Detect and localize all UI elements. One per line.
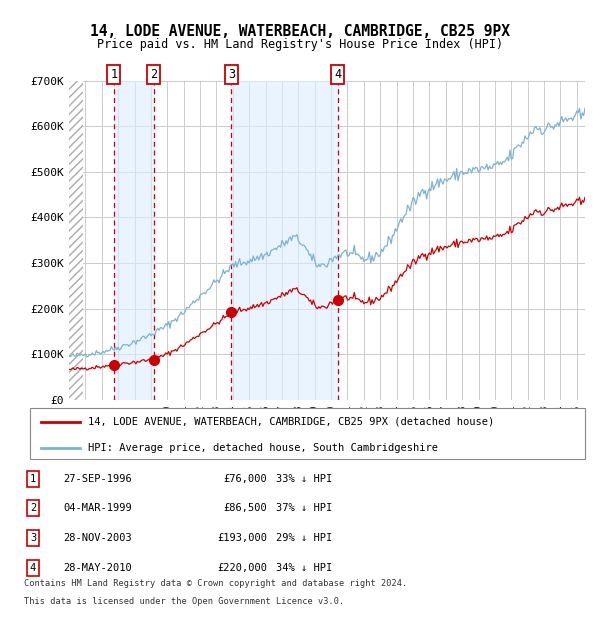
Text: 1: 1 bbox=[110, 68, 118, 81]
Text: 33% ↓ HPI: 33% ↓ HPI bbox=[276, 474, 332, 484]
Text: Contains HM Land Registry data © Crown copyright and database right 2024.: Contains HM Land Registry data © Crown c… bbox=[24, 578, 407, 588]
Text: 28-MAY-2010: 28-MAY-2010 bbox=[63, 563, 132, 573]
Bar bbox=[114, 81, 154, 400]
Text: £76,000: £76,000 bbox=[223, 474, 267, 484]
Text: 27-SEP-1996: 27-SEP-1996 bbox=[63, 474, 132, 484]
Text: 34% ↓ HPI: 34% ↓ HPI bbox=[276, 563, 332, 573]
Bar bbox=[232, 81, 338, 400]
Text: This data is licensed under the Open Government Licence v3.0.: This data is licensed under the Open Gov… bbox=[24, 597, 344, 606]
Text: 4: 4 bbox=[334, 68, 341, 81]
Text: £220,000: £220,000 bbox=[217, 563, 267, 573]
Text: 2: 2 bbox=[30, 503, 36, 513]
Bar bbox=[69, 81, 83, 400]
Text: £86,500: £86,500 bbox=[223, 503, 267, 513]
Text: 3: 3 bbox=[228, 68, 235, 81]
Text: 4: 4 bbox=[30, 563, 36, 573]
Text: 37% ↓ HPI: 37% ↓ HPI bbox=[276, 503, 332, 513]
Text: 1: 1 bbox=[30, 474, 36, 484]
Text: 29% ↓ HPI: 29% ↓ HPI bbox=[276, 533, 332, 543]
Text: Price paid vs. HM Land Registry's House Price Index (HPI): Price paid vs. HM Land Registry's House … bbox=[97, 38, 503, 51]
Text: 2: 2 bbox=[150, 68, 157, 81]
Text: 14, LODE AVENUE, WATERBEACH, CAMBRIDGE, CB25 9PX (detached house): 14, LODE AVENUE, WATERBEACH, CAMBRIDGE, … bbox=[88, 417, 494, 427]
Text: £193,000: £193,000 bbox=[217, 533, 267, 543]
Text: 04-MAR-1999: 04-MAR-1999 bbox=[63, 503, 132, 513]
Text: 3: 3 bbox=[30, 533, 36, 543]
Text: 14, LODE AVENUE, WATERBEACH, CAMBRIDGE, CB25 9PX: 14, LODE AVENUE, WATERBEACH, CAMBRIDGE, … bbox=[90, 24, 510, 38]
Text: HPI: Average price, detached house, South Cambridgeshire: HPI: Average price, detached house, Sout… bbox=[88, 443, 438, 453]
Text: 28-NOV-2003: 28-NOV-2003 bbox=[63, 533, 132, 543]
